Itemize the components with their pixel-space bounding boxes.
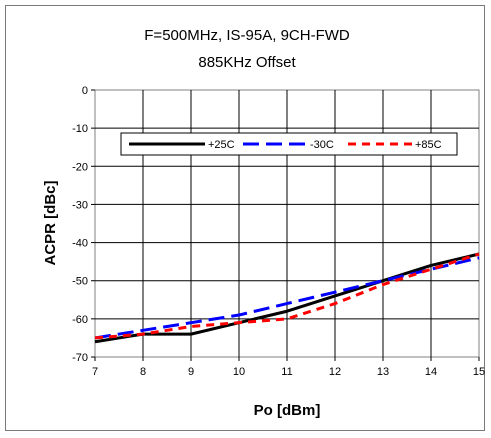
- x-tick-label: 7: [92, 366, 98, 378]
- acpr-chart: F=500MHz, IS-95A, 9CH-FWD 885KHz Offset …: [42, 27, 485, 419]
- legend-label: +85C: [415, 139, 442, 151]
- x-tick-label: 11: [281, 366, 292, 378]
- legend-label: -30C: [310, 139, 334, 151]
- y-tick-label: -60: [72, 314, 88, 326]
- series-line-25c: [94, 252, 480, 344]
- x-axis-label: Po [dBm]: [254, 402, 321, 419]
- series-line-85c: [94, 252, 480, 340]
- chart-subtitle: 885KHz Offset: [198, 54, 296, 71]
- x-tick-label: 15: [473, 366, 485, 378]
- tick-labels: 7 8 9 10 11 12 13 14 15 0 -10 -20 -30 -40 -50 -60 -70: [72, 85, 485, 378]
- legend-label: +25C: [208, 139, 235, 151]
- x-tick-label: 9: [188, 366, 194, 378]
- y-tick-label: -40: [72, 238, 88, 250]
- y-tick-label: -50: [72, 276, 88, 288]
- chart-frame: F=500MHz, IS-95A, 9CH-FWD 885KHz Offset …: [5, 5, 485, 431]
- y-tick-label: -30: [72, 199, 88, 211]
- series-lines: [94, 252, 480, 344]
- x-tick-label: 8: [140, 366, 146, 378]
- y-tick-label: -70: [72, 352, 88, 364]
- legend: +25C -30C +85C: [120, 132, 458, 156]
- y-axis-label: ACPR [dBc]: [42, 180, 59, 265]
- chart-title: F=500MHz, IS-95A, 9CH-FWD: [144, 27, 350, 44]
- y-tick-label: 0: [82, 85, 88, 97]
- x-tick-label: 13: [377, 366, 389, 378]
- x-tick-label: 10: [233, 366, 245, 378]
- y-tick-label: -10: [72, 123, 88, 135]
- x-tick-label: 12: [329, 366, 341, 378]
- x-tick-label: 14: [425, 366, 437, 378]
- y-tick-label: -20: [72, 161, 88, 173]
